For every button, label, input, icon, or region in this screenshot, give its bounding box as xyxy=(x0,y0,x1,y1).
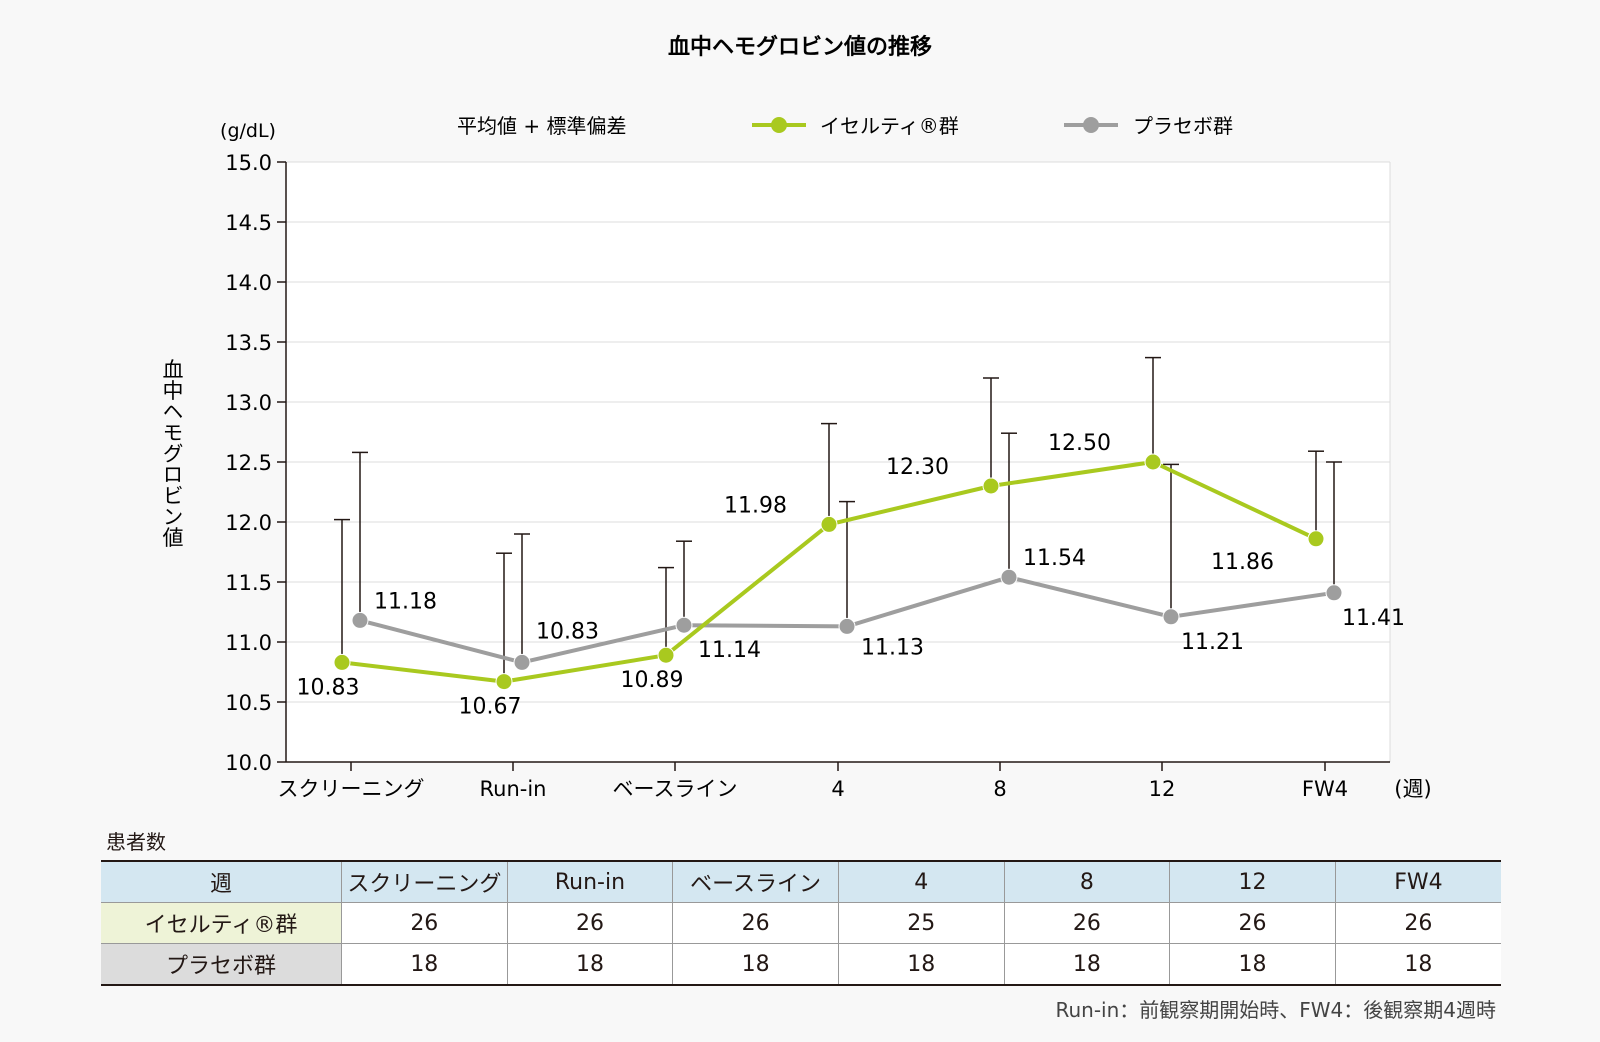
data-label-1: 11.54 xyxy=(1023,546,1086,571)
data-point-1 xyxy=(1325,584,1343,602)
row-label-iserti: イセルティ®群 xyxy=(101,902,342,944)
y-ticks: 10.0 10.5 11.0 11.5 12.0 12.5 13.0 13.5 14.0 14.5… xyxy=(225,151,286,775)
header-week: 週 xyxy=(101,861,342,903)
data-point-0 xyxy=(1307,530,1325,548)
legend-label-1: プラセボ群 xyxy=(1133,114,1233,138)
header-col-6: FW4 xyxy=(1334,861,1501,903)
row-label-placebo: プラセボ群 xyxy=(101,943,342,986)
data-label-0: 12.50 xyxy=(1048,431,1111,456)
data-point-0 xyxy=(1144,453,1162,471)
table-cell: 26 xyxy=(1334,902,1501,944)
x-tick-label: ベースライン xyxy=(613,777,738,801)
data-point-1 xyxy=(351,611,369,629)
table-cell: 26 xyxy=(672,902,839,944)
footnote: Run-in：前観察期開始時、FW4：後観察期4週時 xyxy=(1055,998,1496,1022)
x-unit: (週) xyxy=(1394,777,1431,801)
chart-title: 血中ヘモグロビン値の推移 xyxy=(668,34,932,60)
y-tick-label: 15.0 xyxy=(225,151,272,175)
y-tick-label: 14.5 xyxy=(225,211,272,235)
data-point-0 xyxy=(495,673,513,691)
y-tick-label: 11.5 xyxy=(225,571,272,595)
axes xyxy=(285,162,1390,763)
x-ticks: スクリーニング Run-in ベースライン 4 8 12 FW4 xyxy=(278,762,1348,801)
table-cell: 26 xyxy=(506,902,673,944)
table-cell: 26 xyxy=(1003,902,1170,944)
x-tick-label: 8 xyxy=(993,777,1006,801)
data-label-1: 11.21 xyxy=(1181,630,1244,655)
y-tick-label: 12.5 xyxy=(225,451,272,475)
data-label-0: 10.67 xyxy=(459,695,522,720)
table-cell: 18 xyxy=(837,943,1005,986)
y-tick-label: 13.0 xyxy=(225,391,272,415)
data-points xyxy=(333,453,1343,691)
table-cell: 26 xyxy=(341,902,508,944)
y-tick-label: 10.0 xyxy=(225,751,272,775)
header-col-2: ベースライン xyxy=(672,861,839,903)
header-col-5: 12 xyxy=(1169,861,1336,903)
data-point-0 xyxy=(333,653,351,671)
x-tick-label: 12 xyxy=(1149,777,1176,801)
legend-series-0: イセルティ®群 xyxy=(752,114,959,138)
error-bars xyxy=(334,356,1342,682)
data-label-1: 11.41 xyxy=(1342,606,1405,631)
y-tick-label: 10.5 xyxy=(225,691,272,715)
data-point-1 xyxy=(675,616,693,634)
header-col-0: スクリーニング xyxy=(341,861,508,903)
x-tick-label: 4 xyxy=(831,777,844,801)
legend-series-1: プラセボ群 xyxy=(1064,114,1233,138)
table-cell: 18 xyxy=(341,943,508,986)
y-unit: (g/dL) xyxy=(220,120,276,142)
data-labels: 10.83 10.67 10.89 11.98 12.30 12.50 11.86 11.18… xyxy=(297,431,1405,720)
legend-label-0: イセルティ®群 xyxy=(820,114,959,138)
y-tick-label: 14.0 xyxy=(225,271,272,295)
data-label-1: 11.13 xyxy=(861,635,924,660)
x-tick-label: スクリーニング xyxy=(278,777,425,801)
data-point-0 xyxy=(982,477,1000,495)
table-row: イセルティ®群 26 26 26 25 26 26 26 xyxy=(101,902,1501,944)
x-tick-label: Run-in xyxy=(480,777,547,801)
data-point-1 xyxy=(513,653,531,671)
data-label-0: 11.98 xyxy=(724,493,787,518)
table-cell: 26 xyxy=(1169,902,1336,944)
data-label-0: 12.30 xyxy=(886,455,949,480)
table-cell: 18 xyxy=(672,943,839,986)
header-col-1: Run-in xyxy=(506,861,673,903)
data-point-1 xyxy=(1162,608,1180,626)
y-axis-label: 血中ヘモグロビン値 xyxy=(160,359,184,548)
header-col-3: 4 xyxy=(837,861,1005,903)
table-cell: 18 xyxy=(1003,943,1170,986)
patient-count-heading: 患者数 xyxy=(106,830,166,854)
table-cell: 25 xyxy=(837,902,1005,944)
data-point-1 xyxy=(838,617,856,635)
table-row: プラセボ群 18 18 18 18 18 18 18 xyxy=(101,943,1501,986)
table-cell: 18 xyxy=(506,943,673,986)
data-point-0 xyxy=(820,515,838,533)
patient-count-table: 週 スクリーニング Run-in ベースライン 4 8 12 FW4 イセルティ… xyxy=(101,860,1501,986)
data-label-0: 10.83 xyxy=(297,675,360,700)
data-point-0 xyxy=(657,646,675,664)
data-label-1: 10.83 xyxy=(536,619,599,644)
header-col-4: 8 xyxy=(1003,861,1170,903)
data-label-0: 10.89 xyxy=(621,668,684,693)
legend-note: 平均値 + 標準偏差 xyxy=(457,114,626,138)
hemoglobin-chart: 血中ヘモグロビン値の推移 (g/dL) 平均値 + 標準偏差 イセルティ®群 プ… xyxy=(160,34,1432,801)
data-label-0: 11.86 xyxy=(1211,550,1274,575)
data-label-1: 11.18 xyxy=(374,589,437,614)
y-tick-label: 11.0 xyxy=(225,631,272,655)
data-label-1: 11.14 xyxy=(698,638,761,663)
table-cell: 18 xyxy=(1334,943,1501,986)
y-tick-label: 12.0 xyxy=(225,511,272,535)
table-header-row: 週 スクリーニング Run-in ベースライン 4 8 12 FW4 xyxy=(101,861,1501,903)
table-cell: 18 xyxy=(1169,943,1336,986)
data-point-1 xyxy=(1000,568,1018,586)
grid xyxy=(286,161,1391,762)
y-tick-label: 13.5 xyxy=(225,331,272,355)
x-tick-label: FW4 xyxy=(1302,777,1348,801)
